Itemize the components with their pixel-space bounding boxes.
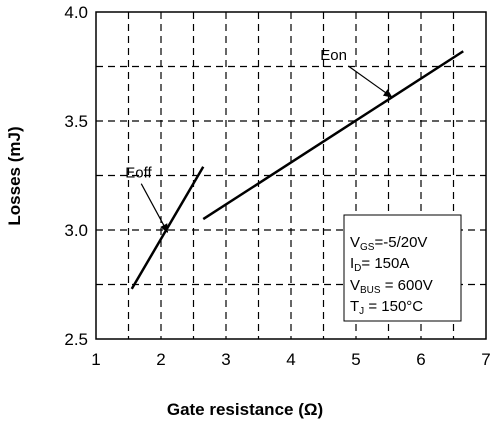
annotation-arrow-eon <box>347 65 393 98</box>
y-tick-label: 3.0 <box>64 221 88 240</box>
y-tick-label: 3.5 <box>64 112 88 131</box>
conditions-box: VGS=-5/20V ID= 150A VBUS = 600V TJ = 150… <box>343 214 462 322</box>
x-tick-label: 2 <box>156 350 165 369</box>
x-tick-label: 6 <box>416 350 425 369</box>
annotations: Eon Eoff <box>125 47 393 234</box>
plot-frame <box>95 11 487 340</box>
condition-tj: TJ = 150°C <box>350 298 423 317</box>
x-axis-title: Gate resistance (Ω) <box>167 400 323 419</box>
condition-vbus: VBUS = 600V <box>350 277 433 296</box>
y-tick-label: 4.0 <box>64 3 88 22</box>
series-line-eon <box>202 50 464 221</box>
y-tick-labels: 2.5 3.0 3.5 4.0 <box>64 3 88 349</box>
y-tick-label: 2.5 <box>64 330 88 349</box>
x-tick-label: 4 <box>286 350 295 369</box>
x-tick-label: 7 <box>481 350 490 369</box>
y-axis-title: Losses (mJ) <box>5 126 24 225</box>
x-tick-label: 3 <box>221 350 230 369</box>
x-tick-label: 1 <box>91 350 100 369</box>
condition-vgs: VGS=-5/20V <box>350 234 427 253</box>
annotation-label-eoff: Eoff <box>125 165 152 182</box>
condition-id: ID= 150A <box>350 255 409 274</box>
annotation-label-eon: Eon <box>320 47 347 64</box>
x-tick-labels: 1 2 3 4 5 6 7 <box>91 350 490 369</box>
annotation-arrow-eoff <box>140 183 169 234</box>
conditions-box-frame <box>343 214 462 322</box>
x-tick-label: 5 <box>351 350 360 369</box>
